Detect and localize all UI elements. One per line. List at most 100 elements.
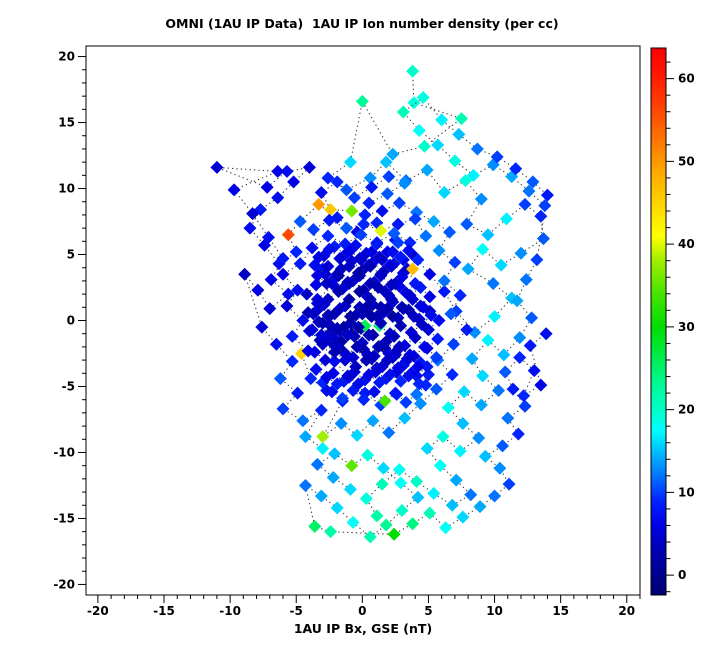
data-point-diamond — [341, 328, 355, 342]
y-tick-label: 0 — [67, 314, 75, 328]
data-point-diamond — [363, 277, 377, 291]
data-point-diamond — [412, 123, 426, 137]
data-point-diamond — [379, 335, 393, 349]
data-point-diamond — [415, 317, 429, 331]
data-point-diamond — [374, 224, 388, 238]
data-point-diamond — [465, 352, 479, 366]
data-point-diamond — [386, 310, 400, 324]
data-point-diamond — [403, 236, 417, 250]
data-point-diamond — [316, 430, 330, 444]
data-point-diamond — [481, 333, 495, 347]
data-point-diamond — [280, 164, 294, 178]
data-point-diamond — [402, 244, 416, 258]
data-point-diamond — [398, 176, 412, 190]
data-point-diamond — [343, 310, 357, 324]
data-point-diamond — [345, 204, 359, 218]
data-point-diamond — [281, 287, 295, 301]
data-point-diamond — [407, 310, 421, 324]
data-point-diamond — [445, 498, 459, 512]
data-point-diamond — [427, 215, 441, 229]
data-point-diamond — [540, 188, 554, 202]
data-point-diamond — [375, 302, 389, 316]
data-point-diamond — [276, 402, 290, 416]
data-point-diamond — [347, 191, 361, 205]
data-point-diamond — [264, 273, 278, 287]
data-point-diamond — [525, 311, 539, 325]
x-tick-label: -5 — [290, 604, 303, 618]
data-point-diamond — [432, 314, 446, 327]
y-tick-label: -5 — [62, 379, 75, 393]
data-point-diamond — [536, 232, 550, 246]
data-point-diamond — [433, 459, 447, 473]
data-point-diamond — [346, 515, 360, 529]
data-point-diamond — [371, 340, 385, 354]
data-point-diamond — [481, 228, 495, 242]
data-point-diamond — [431, 138, 445, 152]
colorbar-gradient — [650, 47, 667, 596]
data-point-diamond — [474, 192, 488, 206]
x-tick-label: 10 — [486, 604, 503, 618]
data-point-diamond — [285, 354, 299, 368]
data-point-diamond — [355, 94, 369, 108]
data-point-diamond — [351, 320, 365, 334]
data-point-diamond — [414, 397, 428, 411]
y-tick-label: 5 — [67, 248, 75, 262]
data-point-diamond — [362, 368, 376, 382]
data-point-diamond — [365, 245, 379, 259]
data-point-diamond — [359, 353, 373, 367]
data-point-diamond — [534, 209, 548, 223]
data-point-diamond — [325, 385, 339, 399]
data-point-diamond — [374, 316, 388, 330]
data-point-diamond — [427, 486, 441, 500]
data-point-diamond — [457, 385, 471, 399]
data-point-diamond — [339, 183, 353, 197]
data-point-diamond — [513, 331, 527, 345]
data-point-diamond — [298, 430, 312, 444]
data-point-diamond — [511, 427, 525, 441]
data-point-diamond — [432, 244, 446, 258]
data-point-diamond — [310, 457, 324, 471]
x-tick-label: 20 — [618, 604, 635, 618]
data-point-diamond — [280, 299, 294, 313]
data-point-diamond — [365, 180, 379, 194]
data-point-diamond — [414, 281, 428, 295]
data-point-diamond — [431, 332, 445, 346]
data-point-diamond — [261, 230, 275, 244]
data-point-diamond — [363, 292, 377, 306]
data-point-diamond — [392, 196, 406, 210]
data-point-diamond — [455, 112, 469, 126]
data-point-diamond — [538, 199, 552, 213]
data-point-diamond — [408, 212, 422, 226]
data-point-diamond — [501, 411, 515, 425]
data-point-diamond — [238, 267, 252, 281]
data-point-diamond — [326, 471, 340, 485]
data-point-diamond — [302, 160, 316, 174]
data-point-diamond — [334, 416, 348, 430]
data-point-diamond — [410, 475, 424, 489]
data-point-diamond — [384, 292, 398, 306]
data-point-diamond — [412, 377, 426, 391]
x-tick-label: 15 — [552, 604, 569, 618]
data-point-diamond — [373, 250, 387, 264]
scatter-series — [210, 64, 554, 544]
data-point-diamond — [382, 170, 396, 184]
y-tick-label: 10 — [58, 182, 75, 196]
data-point-diamond — [398, 411, 412, 425]
colorbar-tick-label: 20 — [678, 403, 695, 417]
data-point-diamond — [321, 229, 335, 243]
data-point-diamond — [243, 221, 257, 235]
data-point-diamond — [420, 163, 434, 177]
data-point-diamond — [314, 403, 328, 417]
x-tick-label: -10 — [219, 604, 241, 618]
data-point-diamond — [518, 399, 532, 413]
data-point-diamond — [312, 197, 326, 211]
data-point-diamond — [407, 96, 421, 110]
data-point-diamond — [530, 253, 544, 267]
data-point-diamond — [246, 207, 260, 221]
data-point-diamond — [476, 242, 490, 256]
data-point-diamond — [378, 394, 392, 408]
data-point-diamond — [345, 459, 359, 473]
data-point-diamond — [449, 473, 463, 487]
data-point-diamond — [435, 113, 449, 127]
